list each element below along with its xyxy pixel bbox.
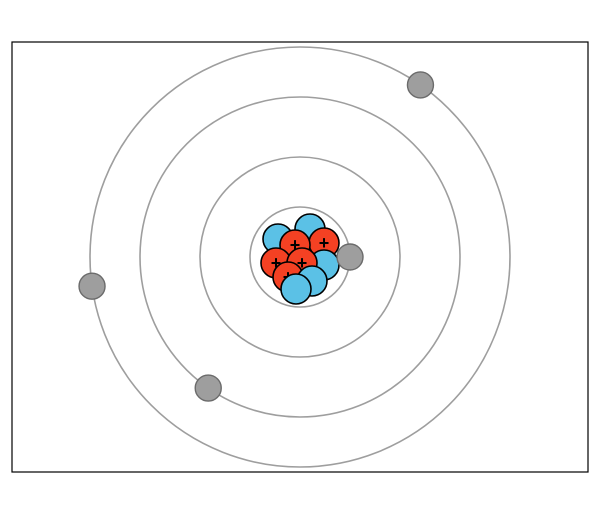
electron <box>195 375 221 401</box>
atom-diagram: +++++ <box>0 0 600 514</box>
electron <box>337 244 363 270</box>
neutron <box>281 274 311 304</box>
electron <box>407 72 433 98</box>
electron <box>79 273 105 299</box>
